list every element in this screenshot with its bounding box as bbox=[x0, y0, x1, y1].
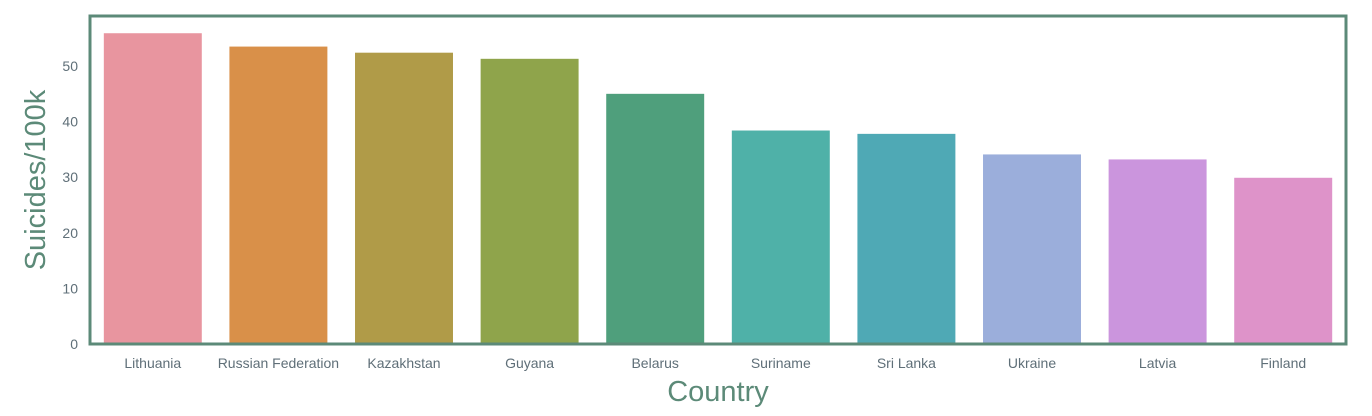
x-tick-label: Latvia bbox=[1139, 355, 1177, 371]
x-tick-label: Kazakhstan bbox=[367, 355, 440, 371]
y-tick-label: 50 bbox=[62, 58, 78, 74]
x-tick-label: Lithuania bbox=[124, 355, 181, 371]
x-tick-label: Ukraine bbox=[1008, 355, 1056, 371]
y-tick-labels: 0 10 20 30 40 50 bbox=[62, 58, 78, 352]
x-tick-label: Finland bbox=[1260, 355, 1306, 371]
bar-finland bbox=[1234, 177, 1333, 344]
bar-russian-federation bbox=[229, 46, 328, 344]
bar-guyana bbox=[480, 58, 579, 345]
bars-layer bbox=[103, 33, 1333, 345]
y-tick-label: 10 bbox=[62, 280, 78, 296]
bar-kazakhstan bbox=[355, 52, 453, 344]
x-tick-label: Sri Lanka bbox=[877, 355, 936, 371]
y-tick-label: 0 bbox=[70, 336, 78, 352]
x-tick-label: Suriname bbox=[751, 355, 811, 371]
x-axis-title: Country bbox=[667, 376, 769, 408]
bar-suriname bbox=[731, 130, 830, 344]
bar-belarus bbox=[606, 93, 705, 344]
y-tick-label: 20 bbox=[62, 225, 78, 241]
bar-ukraine bbox=[983, 154, 1081, 344]
x-tick-label: Guyana bbox=[505, 355, 554, 371]
y-axis-title: Suicides/100k bbox=[20, 89, 52, 270]
bar-lithuania bbox=[103, 33, 202, 344]
y-tick-label: 30 bbox=[62, 169, 78, 185]
x-tick-labels: Lithuania Russian Federation Kazakhstan Guy… bbox=[124, 355, 1306, 371]
bar-latvia bbox=[1108, 159, 1207, 344]
plot-frame bbox=[88, 14, 1348, 346]
bar-sri-lanka bbox=[857, 133, 956, 344]
x-tick-label: Russian Federation bbox=[218, 355, 339, 371]
y-tick-label: 40 bbox=[62, 114, 78, 130]
x-tick-label: Belarus bbox=[631, 355, 678, 371]
